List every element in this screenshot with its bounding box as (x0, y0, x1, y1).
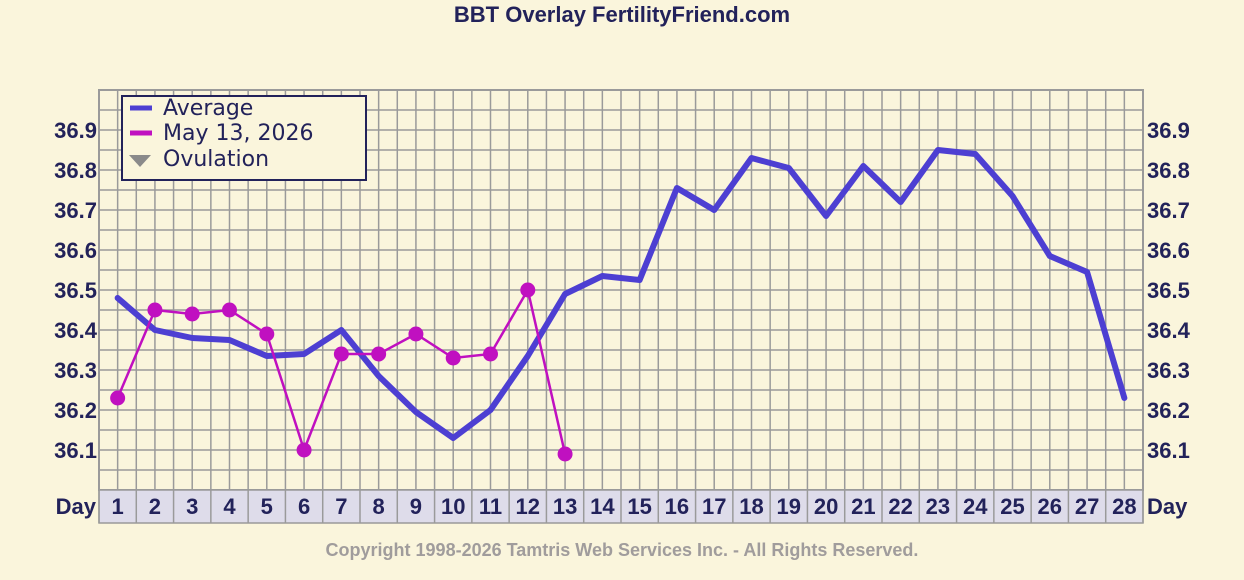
cycle-data-point (445, 350, 461, 366)
cycle-data-point (184, 306, 200, 322)
copyright-footer: Copyright 1998-2026 Tamtris Web Services… (325, 540, 919, 560)
legend-label-ovulation: Ovulation (163, 147, 269, 172)
y-tick-label-right: 36.9 (1147, 118, 1190, 143)
ovulation-triangle-icon (129, 155, 151, 167)
day-tick-label: 19 (777, 494, 801, 519)
y-tick-label-left: 36.7 (54, 198, 97, 223)
day-tick-label: 2 (149, 494, 161, 519)
day-tick-label: 25 (1000, 494, 1024, 519)
day-tick-label: 5 (261, 494, 273, 519)
y-tick-label-left: 36.6 (54, 238, 97, 263)
day-tick-label: 14 (590, 494, 615, 519)
y-tick-label-left: 36.2 (54, 398, 97, 423)
chart-title: BBT Overlay FertilityFriend.com (453, 2, 791, 27)
y-tick-label-right: 36.4 (1147, 318, 1191, 343)
y-tick-label-left: 36.4 (54, 318, 98, 343)
day-axis: Day Day 1 2 3 4 5 6 7 8 9 10 11 12 13 14 15 16 17 18 19 20 2… (56, 489, 1188, 524)
cycle-data-point (408, 326, 424, 342)
day-tick-label: 23 (926, 494, 950, 519)
y-tick-label-left: 36.9 (54, 118, 97, 143)
day-tick-label: 1 (112, 494, 124, 519)
day-tick-label: 26 (1038, 494, 1062, 519)
day-tick-label: 18 (739, 494, 763, 519)
legend-box (121, 95, 367, 181)
cycle-data-point (520, 282, 536, 298)
y-axis-left: 36.1 36.2 36.3 36.4 36.5 36.6 36.7 36.8 36.9 (54, 118, 98, 463)
day-tick-label: 15 (627, 494, 651, 519)
y-tick-label-right: 36.7 (1147, 198, 1190, 223)
legend: Average May 13, 2026 Ovulation (121, 95, 367, 181)
y-tick-label-left: 36.5 (54, 278, 97, 303)
series-line-average (114, 147, 1128, 441)
y-axis-right: 36.1 36.2 36.3 36.4 36.5 36.6 36.7 36.8 36.9 (1147, 118, 1191, 463)
cycle-data-point (259, 326, 275, 342)
cycle-data-point (110, 390, 126, 406)
day-tick-label: 28 (1112, 494, 1136, 519)
y-tick-label-right: 36.3 (1147, 358, 1190, 383)
day-tick-label: 3 (186, 494, 198, 519)
day-tick-label: 6 (298, 494, 310, 519)
y-tick-label-left: 36.3 (54, 358, 97, 383)
day-tick-label: 13 (553, 494, 577, 519)
y-tick-label-left: 36.1 (54, 438, 97, 463)
day-tick-label: 20 (814, 494, 838, 519)
day-tick-label: 12 (516, 494, 540, 519)
day-tick-label: 8 (373, 494, 385, 519)
day-tick-label: 22 (888, 494, 912, 519)
day-tick-label: 10 (441, 494, 465, 519)
day-tick-label: 21 (851, 494, 875, 519)
cycle-data-point (557, 446, 573, 462)
cycle-data-point (147, 302, 163, 318)
legend-label-average: Average (163, 96, 253, 121)
cycle-data-point (483, 346, 498, 362)
day-axis-label-left: Day (56, 494, 97, 519)
day-tick-label: 11 (479, 494, 502, 519)
day-tick-label: 17 (702, 494, 726, 519)
y-tick-label-right: 36.6 (1147, 238, 1190, 263)
y-tick-label-right: 36.5 (1147, 278, 1190, 303)
day-tick-label: 4 (223, 494, 236, 519)
y-tick-label-right: 36.2 (1147, 398, 1190, 423)
day-tick-label: 24 (963, 494, 988, 519)
series (110, 147, 1128, 462)
day-tick-label: 7 (335, 494, 347, 519)
y-tick-label-right: 36.8 (1147, 158, 1190, 183)
cycle-data-point (222, 302, 237, 318)
cycle-data-point (371, 346, 387, 362)
day-tick-label: 9 (410, 494, 422, 519)
day-axis-label-right: Day (1147, 494, 1188, 519)
cycle-data-point (333, 346, 349, 362)
cycle-data-point (296, 442, 312, 458)
legend-label-cycle: May 13, 2026 (163, 121, 313, 146)
day-tick-label: 16 (665, 494, 689, 519)
y-tick-label-right: 36.1 (1147, 438, 1190, 463)
y-tick-label-left: 36.8 (54, 158, 97, 183)
day-tick-label: 27 (1075, 494, 1099, 519)
